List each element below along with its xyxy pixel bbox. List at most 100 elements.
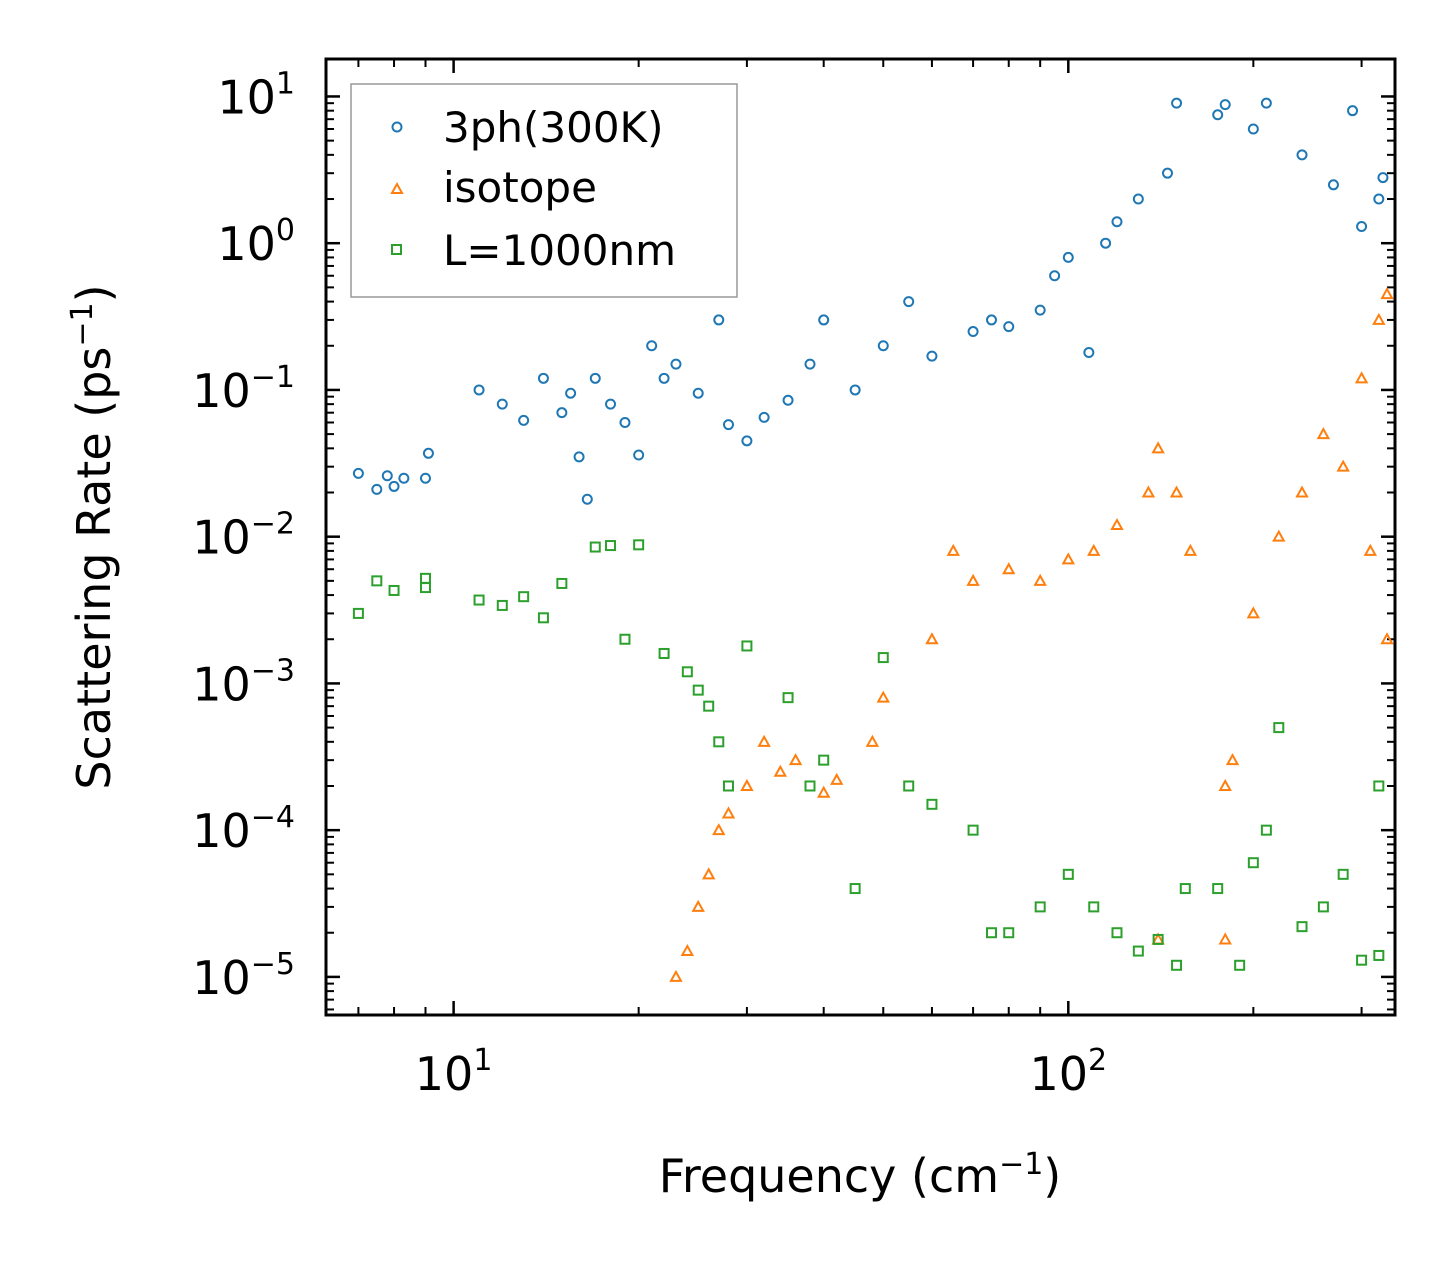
data-point xyxy=(1049,270,1061,282)
data-point xyxy=(967,326,979,338)
data-point xyxy=(1317,901,1329,913)
data-point xyxy=(1212,883,1224,895)
data-point xyxy=(619,416,631,428)
y-tick-label: 10−1 xyxy=(192,360,295,418)
data-series xyxy=(352,97,1394,982)
data-point xyxy=(605,540,617,552)
data-point xyxy=(903,296,915,308)
data-point xyxy=(926,798,938,810)
data-point xyxy=(398,472,410,484)
data-point xyxy=(818,754,830,766)
data-point xyxy=(1246,606,1261,619)
data-point xyxy=(830,772,844,785)
x-tick-label: 102 xyxy=(1029,1043,1107,1101)
data-point xyxy=(1373,780,1385,792)
data-point xyxy=(903,780,915,792)
data-point xyxy=(1247,857,1259,869)
data-point xyxy=(1088,901,1100,913)
data-point xyxy=(782,692,794,704)
x-tick-label: 101 xyxy=(415,1043,493,1101)
data-point xyxy=(691,899,705,912)
data-point xyxy=(876,690,890,703)
data-point xyxy=(1212,109,1224,121)
data-point xyxy=(1132,945,1144,957)
data-point xyxy=(681,666,693,678)
data-point xyxy=(1062,868,1074,880)
data-point xyxy=(1296,149,1308,161)
data-point xyxy=(925,632,939,645)
data-point xyxy=(1179,883,1191,895)
data-point xyxy=(816,785,831,798)
data-point xyxy=(352,467,364,479)
data-point xyxy=(633,539,645,551)
data-point xyxy=(1062,251,1074,263)
data-point xyxy=(1273,722,1285,734)
data-point xyxy=(758,411,770,423)
data-point xyxy=(1219,99,1231,111)
data-point xyxy=(1380,287,1394,300)
data-point xyxy=(788,753,803,766)
data-point xyxy=(371,483,383,495)
data-point xyxy=(1380,632,1394,645)
data-point xyxy=(352,607,364,619)
data-point xyxy=(849,384,861,396)
data-point xyxy=(782,394,794,406)
data-point xyxy=(518,414,530,426)
y-axis-label: Scattering Rate (ps−1) xyxy=(65,284,121,789)
data-point xyxy=(1316,427,1331,440)
data-point xyxy=(1003,927,1015,939)
data-point xyxy=(496,599,508,611)
legend-label-boundary: L=1000nm xyxy=(443,226,676,275)
data-point xyxy=(1327,179,1339,191)
y-tick-label: 100 xyxy=(217,213,295,271)
data-point xyxy=(1183,543,1198,556)
legend-marker-triangle xyxy=(390,181,404,194)
data-point xyxy=(757,734,771,747)
data-point xyxy=(722,419,734,431)
data-point xyxy=(589,372,601,384)
data-point xyxy=(388,480,400,492)
data-point xyxy=(1260,824,1272,836)
data-point xyxy=(692,387,704,399)
data-point xyxy=(1111,216,1123,228)
data-point xyxy=(1152,933,1164,945)
data-point xyxy=(1260,97,1272,109)
data-point xyxy=(565,387,577,399)
data-point xyxy=(605,398,617,410)
y-tick-label: 10−5 xyxy=(192,947,295,1005)
data-point xyxy=(1034,304,1046,316)
data-point xyxy=(1372,312,1386,325)
data-point xyxy=(646,340,658,352)
data-point xyxy=(1218,778,1232,791)
data-point xyxy=(1218,932,1232,945)
data-point xyxy=(713,314,725,326)
data-point xyxy=(692,684,704,696)
y-tick-label: 10−4 xyxy=(192,800,295,858)
data-point xyxy=(1161,167,1173,179)
data-point xyxy=(419,572,431,584)
data-point xyxy=(658,647,670,659)
data-point xyxy=(1132,193,1144,205)
data-point xyxy=(1033,573,1047,586)
legend-marker-circle xyxy=(391,121,403,133)
y-tick-label: 101 xyxy=(217,66,295,124)
data-point xyxy=(1377,172,1389,184)
data-point xyxy=(1002,562,1016,575)
data-point xyxy=(1100,237,1112,249)
series-triangle xyxy=(669,287,1394,982)
data-point xyxy=(1234,959,1246,971)
data-point xyxy=(1003,321,1015,333)
legend-box xyxy=(350,83,738,298)
data-point xyxy=(669,969,683,982)
data-point xyxy=(1151,441,1165,454)
data-point xyxy=(1141,485,1156,498)
data-point xyxy=(573,451,585,463)
data-point xyxy=(740,778,754,791)
data-point xyxy=(877,340,889,352)
data-point xyxy=(773,764,788,777)
data-point xyxy=(849,883,861,895)
data-point xyxy=(633,449,645,461)
data-point xyxy=(419,472,431,484)
data-point xyxy=(1336,459,1350,472)
data-point xyxy=(967,824,979,836)
